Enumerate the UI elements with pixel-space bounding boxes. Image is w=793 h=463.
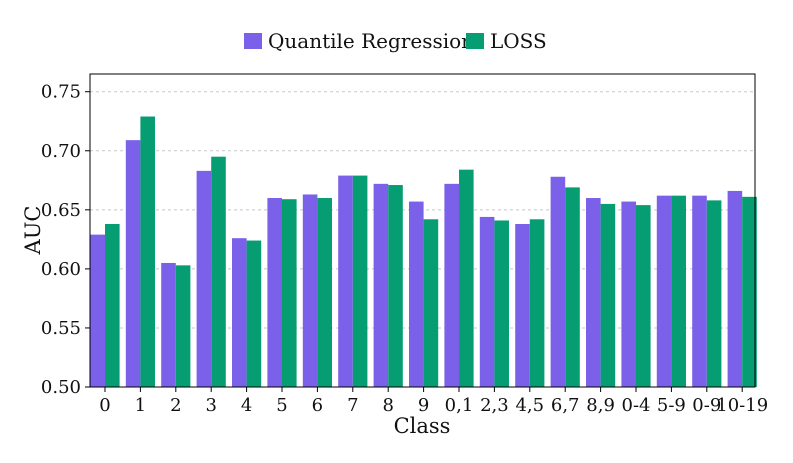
legend: Quantile Regression LOSS xyxy=(244,29,547,53)
y-axis-ticks: 0.50 0.55 0.60 0.65 0.70 0.75 xyxy=(41,82,90,398)
x-tick-label: 0,1 xyxy=(445,395,474,416)
bar-loss-8 xyxy=(388,185,403,387)
x-tick-label: 8 xyxy=(382,395,393,416)
bar-quantile-regression-5 xyxy=(267,198,282,387)
bar-loss-8,9 xyxy=(600,203,616,387)
x-tick-label: 6 xyxy=(312,395,323,416)
bar-quantile-regression-4,5 xyxy=(515,224,530,387)
y-tick-label: 0.75 xyxy=(41,82,81,103)
x-axis-label: Class xyxy=(394,414,451,438)
bars xyxy=(90,116,757,387)
x-tick-label: 0 xyxy=(99,395,110,416)
bar-loss-1 xyxy=(140,116,155,387)
bar-quantile-regression-5-9 xyxy=(656,195,672,387)
bar-quantile-regression-9 xyxy=(409,201,424,387)
x-tick-label: 0-9 xyxy=(692,395,721,416)
x-tick-label: 5-9 xyxy=(657,395,686,416)
bar-quantile-regression-4 xyxy=(232,238,247,387)
x-tick-label: 8,9 xyxy=(586,395,615,416)
x-tick-label: 4 xyxy=(241,395,252,416)
bar-loss-6,7 xyxy=(565,187,580,387)
x-tick-label: 2,3 xyxy=(480,395,509,416)
bar-quantile-regression-0-4 xyxy=(621,201,636,387)
bar-loss-4 xyxy=(246,240,262,387)
bar-quantile-regression-0 xyxy=(90,234,105,387)
bar-loss-10-19 xyxy=(742,196,757,387)
legend-label-quantile-regression: Quantile Regression xyxy=(268,29,474,53)
bar-quantile-regression-8 xyxy=(373,183,389,387)
x-axis-ticks: 0 1 2 3 4 5 6 7 8 9 0,1 2,3 4,5 6,7 8,9 0-4 5-9 0-910-19 xyxy=(99,387,768,416)
bar-loss-6 xyxy=(317,198,332,387)
bar-quantile-regression-2,3 xyxy=(479,216,495,387)
bar-quantile-regression-1 xyxy=(125,140,141,387)
bar-quantile-regression-3 xyxy=(196,170,212,387)
legend-swatch-quantile-regression xyxy=(244,33,262,49)
bar-loss-2,3 xyxy=(494,220,509,387)
plot-area-frame xyxy=(89,73,756,388)
x-tick-label: 9 xyxy=(418,395,429,416)
x-tick-label: 2 xyxy=(170,395,181,416)
y-tick-label: 0.55 xyxy=(41,318,81,339)
bar-loss-0-9 xyxy=(706,200,722,387)
x-tick-label: 4,5 xyxy=(515,395,544,416)
bar-quantile-regression-0,1 xyxy=(444,183,459,387)
legend-swatch-loss xyxy=(466,33,484,49)
bar-loss-9 xyxy=(423,219,439,387)
bar-loss-7 xyxy=(352,175,368,387)
y-tick-label: 0.65 xyxy=(41,200,81,221)
bar-quantile-regression-0-9 xyxy=(692,195,707,387)
x-tick-label: 10-19 xyxy=(716,395,768,416)
bar-loss-5-9 xyxy=(671,195,686,387)
bar-quantile-regression-6,7 xyxy=(550,176,566,387)
y-tick-label: 0.70 xyxy=(41,141,81,162)
x-tick-label: 5 xyxy=(276,395,287,416)
bar-loss-4,5 xyxy=(529,219,545,387)
bar-loss-5 xyxy=(282,199,297,387)
x-tick-label: 3 xyxy=(205,395,216,416)
x-tick-label: 1 xyxy=(135,395,146,416)
bar-loss-0-4 xyxy=(636,205,651,387)
legend-label-loss: LOSS xyxy=(490,29,547,53)
x-tick-label: 6,7 xyxy=(551,395,580,416)
y-tick-label: 0.60 xyxy=(41,259,81,280)
bar-quantile-regression-8,9 xyxy=(586,198,601,387)
bar-loss-0 xyxy=(105,224,120,387)
bar-loss-0,1 xyxy=(459,169,474,387)
x-tick-label: 7 xyxy=(347,395,358,416)
bar-quantile-regression-2 xyxy=(161,262,176,387)
y-axis-label: AUC xyxy=(21,206,45,256)
bar-quantile-regression-6 xyxy=(302,194,318,387)
bar-loss-3 xyxy=(211,156,226,387)
bar-quantile-regression-10-19 xyxy=(727,190,743,387)
bar-loss-2 xyxy=(175,265,191,387)
y-tick-label: 0.50 xyxy=(41,377,81,398)
x-tick-label: 0-4 xyxy=(622,395,651,416)
bar-quantile-regression-7 xyxy=(338,175,353,387)
